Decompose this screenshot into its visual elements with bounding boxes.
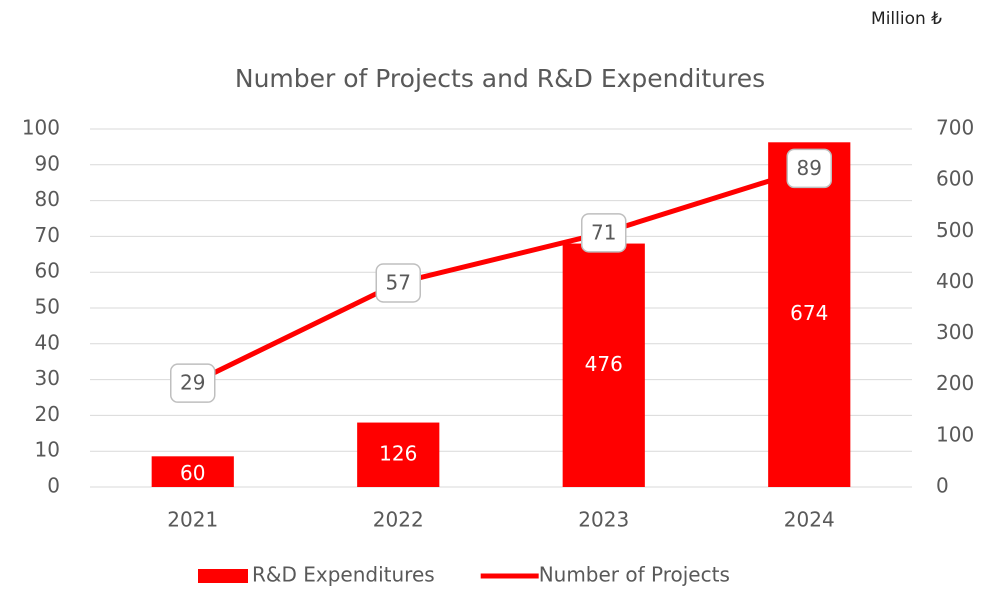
- y-tick-label: 30: [35, 366, 60, 390]
- line-value-label: 71: [591, 220, 616, 244]
- y-tick-label: 70: [35, 223, 60, 247]
- y2-tick-label: 700: [936, 116, 974, 140]
- line-value-label: 57: [386, 270, 411, 294]
- x-tick-label: 2024: [784, 508, 835, 532]
- unit-annotation: Million ₺: [871, 9, 942, 29]
- legend-swatch: [198, 569, 248, 583]
- chart-title: Number of Projects and R&D Expenditures: [235, 64, 765, 93]
- label-box: [375, 263, 421, 303]
- line-value-label: 29: [180, 371, 205, 395]
- y2-tick-label: 0: [936, 474, 949, 498]
- bar: [768, 142, 851, 487]
- y-tick-label: 60: [35, 259, 60, 283]
- x-tick-label: 2021: [167, 508, 218, 532]
- bar: [151, 456, 234, 487]
- x-tick-label: 2022: [373, 508, 424, 532]
- bar-value-label: 674: [790, 301, 828, 325]
- y-tick-label: 90: [35, 151, 60, 175]
- y2-tick-label: 400: [936, 269, 974, 293]
- label-box: [170, 363, 216, 403]
- label-box: [786, 148, 832, 189]
- y-tick-label: 80: [35, 187, 60, 211]
- x-tick-label: 2023: [578, 508, 629, 532]
- bar-value-label: 476: [585, 352, 623, 376]
- y2-tick-label: 100: [936, 422, 974, 446]
- label-box: [581, 213, 627, 253]
- line: [191, 165, 810, 386]
- bar-value-label: 126: [379, 441, 417, 465]
- legend-label: R&D Expenditures: [252, 563, 435, 587]
- y-tick-label: 20: [35, 402, 60, 426]
- bar: [357, 422, 440, 487]
- y2-tick-label: 500: [936, 218, 974, 242]
- y2-tick-label: 600: [936, 167, 974, 191]
- y-tick-label: 40: [35, 330, 60, 354]
- y2-tick-label: 300: [936, 320, 974, 344]
- bar: [562, 243, 645, 487]
- y-tick-label: 50: [35, 295, 60, 319]
- y2-tick-label: 200: [936, 371, 974, 395]
- legend-label: Number of Projects: [539, 563, 730, 587]
- bar-value-label: 60: [180, 461, 205, 485]
- y-tick-label: 10: [35, 438, 60, 462]
- y-tick-label: 0: [47, 474, 60, 498]
- y-tick-label: 100: [22, 116, 60, 140]
- line-value-label: 89: [797, 156, 822, 180]
